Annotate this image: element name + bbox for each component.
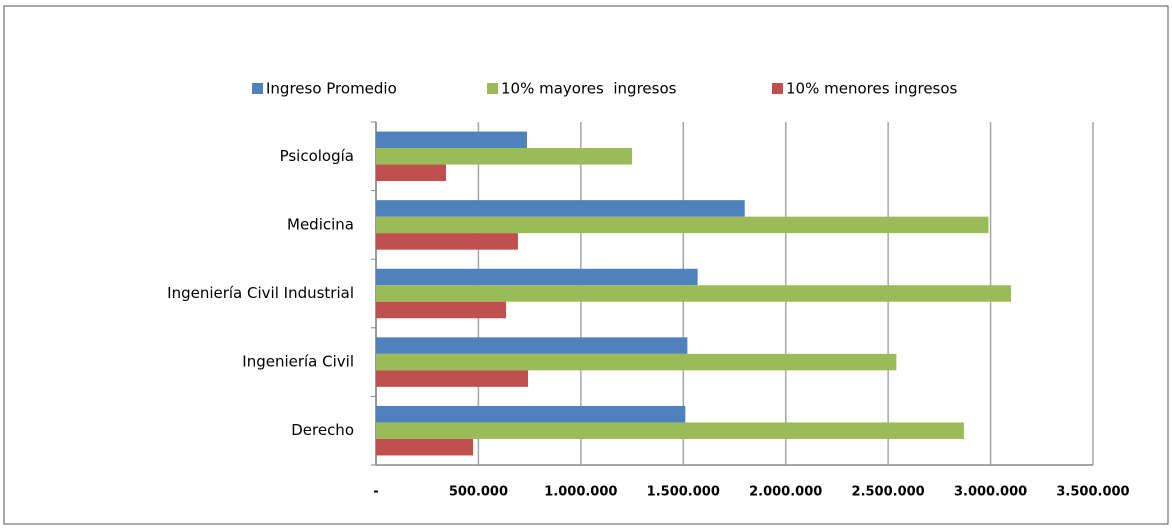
bar [376,233,518,250]
x-tick-label: 1.500.000 [647,485,720,500]
bar [376,405,686,423]
bar [376,200,745,217]
legend-label: 10% menores ingresos [786,80,958,98]
bar [376,268,698,286]
legend-swatch [772,83,783,94]
bar [376,164,447,182]
y-tick-label: Derecho [291,421,354,439]
x-tick-label: 2.500.000 [852,485,925,500]
bar [376,216,989,234]
bar [376,148,633,165]
y-tick-label: Psicología [280,147,354,165]
bar [376,301,507,319]
legend-swatch [252,83,263,94]
y-tick-label: Ingeniería Civil Industrial [167,284,354,302]
bar [376,337,688,354]
x-tick-label: 3.500.000 [1056,485,1129,500]
legend-label: Ingreso Promedio [266,80,397,98]
x-tick-label: 3.000.000 [954,485,1027,500]
bar [376,353,897,371]
bar [376,370,529,387]
bar [376,422,964,439]
y-tick-label: Ingeniería Civil [242,353,354,371]
legend-swatch [487,83,498,94]
y-tick-label: Medicina [287,215,354,233]
frame [3,5,1169,525]
x-tick-label: - [373,485,378,500]
bar [376,131,527,149]
x-tick-label: 500.000 [449,485,508,500]
bar [376,285,1012,302]
x-tick-label: 1.000.000 [544,485,617,500]
bar [376,438,474,456]
x-tick-label: 2.000.000 [749,485,822,500]
legend-label: 10% mayores ingresos [501,80,677,98]
